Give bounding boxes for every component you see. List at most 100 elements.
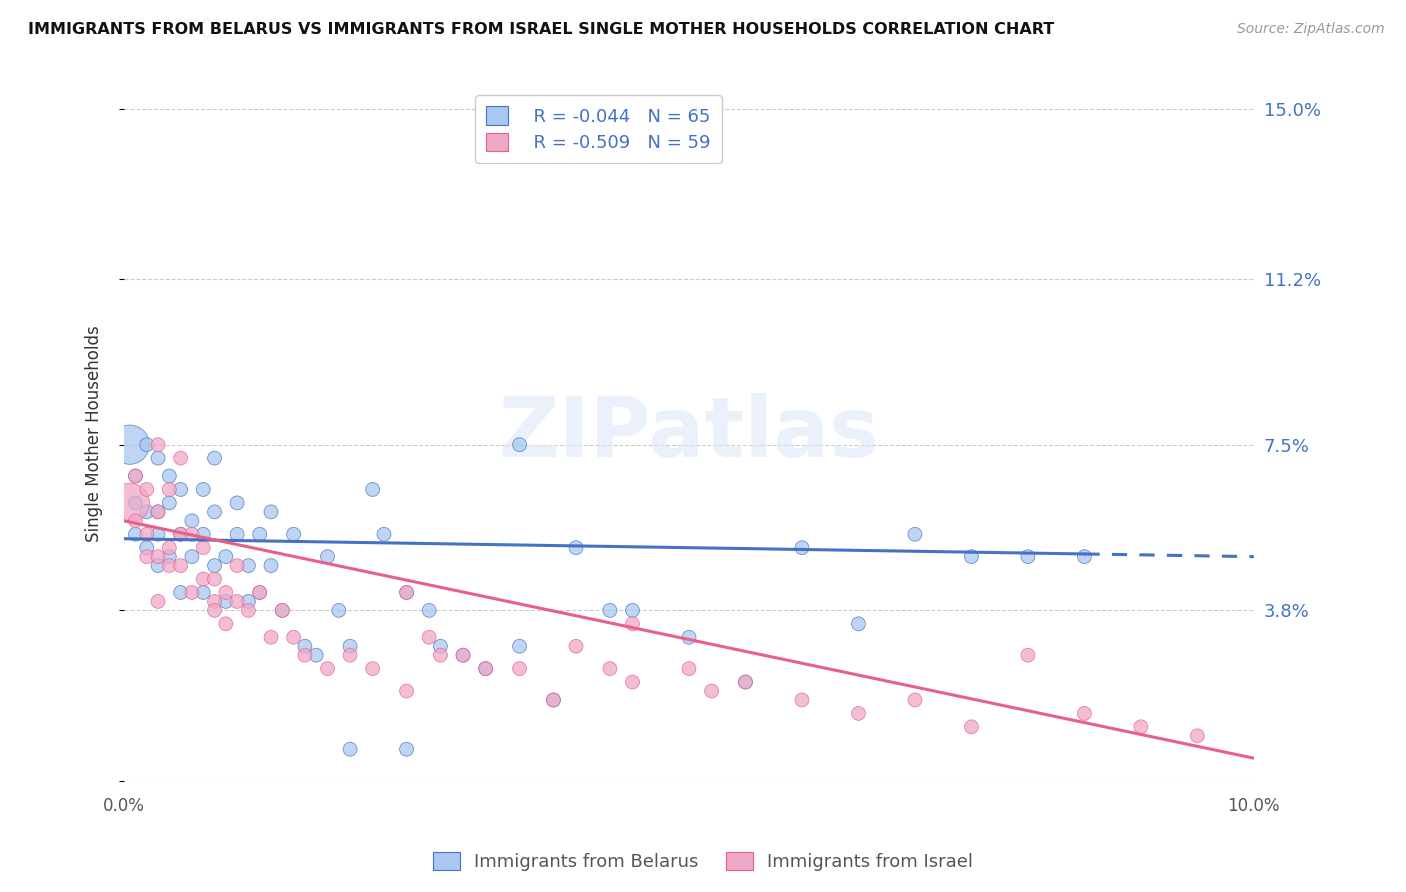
Point	[204, 594, 226, 608]
Point	[790, 541, 813, 555]
Point	[316, 662, 339, 676]
Point	[124, 469, 146, 483]
Point	[249, 585, 271, 599]
Y-axis label: Single Mother Households: Single Mother Households	[86, 325, 103, 541]
Point	[135, 541, 157, 555]
Text: IMMIGRANTS FROM BELARUS VS IMMIGRANTS FROM ISRAEL SINGLE MOTHER HOUSEHOLDS CORRE: IMMIGRANTS FROM BELARUS VS IMMIGRANTS FR…	[28, 22, 1054, 37]
Point	[1017, 648, 1039, 663]
Point	[339, 648, 361, 663]
Point	[339, 742, 361, 756]
Point	[118, 438, 141, 452]
Point	[249, 527, 271, 541]
Point	[226, 527, 249, 541]
Point	[790, 693, 813, 707]
Point	[260, 558, 283, 573]
Point	[395, 585, 418, 599]
Point	[157, 541, 180, 555]
Point	[474, 662, 496, 676]
Point	[429, 639, 451, 653]
Point	[193, 572, 215, 586]
Point	[135, 438, 157, 452]
Point	[328, 603, 350, 617]
Point	[395, 742, 418, 756]
Point	[283, 527, 305, 541]
Point	[193, 527, 215, 541]
Point	[294, 639, 316, 653]
Point	[169, 558, 191, 573]
Point	[621, 675, 644, 690]
Point	[169, 451, 191, 466]
Point	[395, 585, 418, 599]
Point	[599, 662, 621, 676]
Point	[204, 572, 226, 586]
Point	[169, 527, 191, 541]
Point	[249, 585, 271, 599]
Point	[124, 527, 146, 541]
Point	[146, 558, 169, 573]
Point	[565, 639, 588, 653]
Point	[734, 675, 756, 690]
Point	[260, 630, 283, 644]
Point	[1187, 729, 1209, 743]
Point	[700, 684, 723, 698]
Point	[1017, 549, 1039, 564]
Point	[169, 585, 191, 599]
Point	[271, 603, 294, 617]
Point	[1073, 549, 1095, 564]
Point	[474, 662, 496, 676]
Point	[169, 483, 191, 497]
Point	[339, 639, 361, 653]
Point	[305, 648, 328, 663]
Point	[316, 549, 339, 564]
Point	[734, 675, 756, 690]
Point	[146, 451, 169, 466]
Point	[146, 527, 169, 541]
Point	[271, 603, 294, 617]
Point	[204, 558, 226, 573]
Point	[509, 662, 531, 676]
Point	[904, 527, 927, 541]
Text: ZIPatlas: ZIPatlas	[499, 393, 880, 474]
Point	[157, 558, 180, 573]
Point	[215, 585, 238, 599]
Point	[678, 630, 700, 644]
Point	[848, 706, 870, 721]
Point	[361, 483, 384, 497]
Point	[226, 558, 249, 573]
Point	[118, 496, 141, 510]
Point	[135, 527, 157, 541]
Point	[960, 549, 983, 564]
Point	[509, 438, 531, 452]
Point	[361, 662, 384, 676]
Point	[146, 594, 169, 608]
Point	[215, 616, 238, 631]
Point	[169, 527, 191, 541]
Point	[260, 505, 283, 519]
Point	[960, 720, 983, 734]
Point	[146, 505, 169, 519]
Point	[418, 603, 440, 617]
Point	[904, 693, 927, 707]
Point	[226, 594, 249, 608]
Legend: Immigrants from Belarus, Immigrants from Israel: Immigrants from Belarus, Immigrants from…	[426, 846, 980, 879]
Text: Source: ZipAtlas.com: Source: ZipAtlas.com	[1237, 22, 1385, 37]
Point	[543, 693, 565, 707]
Point	[429, 648, 451, 663]
Point	[215, 594, 238, 608]
Point	[226, 496, 249, 510]
Point	[193, 541, 215, 555]
Point	[204, 603, 226, 617]
Point	[543, 693, 565, 707]
Point	[124, 514, 146, 528]
Point	[180, 514, 202, 528]
Point	[418, 630, 440, 644]
Point	[135, 549, 157, 564]
Point	[157, 469, 180, 483]
Legend:   R = -0.044   N = 65,   R = -0.509   N = 59: R = -0.044 N = 65, R = -0.509 N = 59	[475, 95, 721, 163]
Point	[180, 527, 202, 541]
Point	[180, 549, 202, 564]
Point	[621, 616, 644, 631]
Point	[193, 585, 215, 599]
Point	[215, 549, 238, 564]
Point	[135, 483, 157, 497]
